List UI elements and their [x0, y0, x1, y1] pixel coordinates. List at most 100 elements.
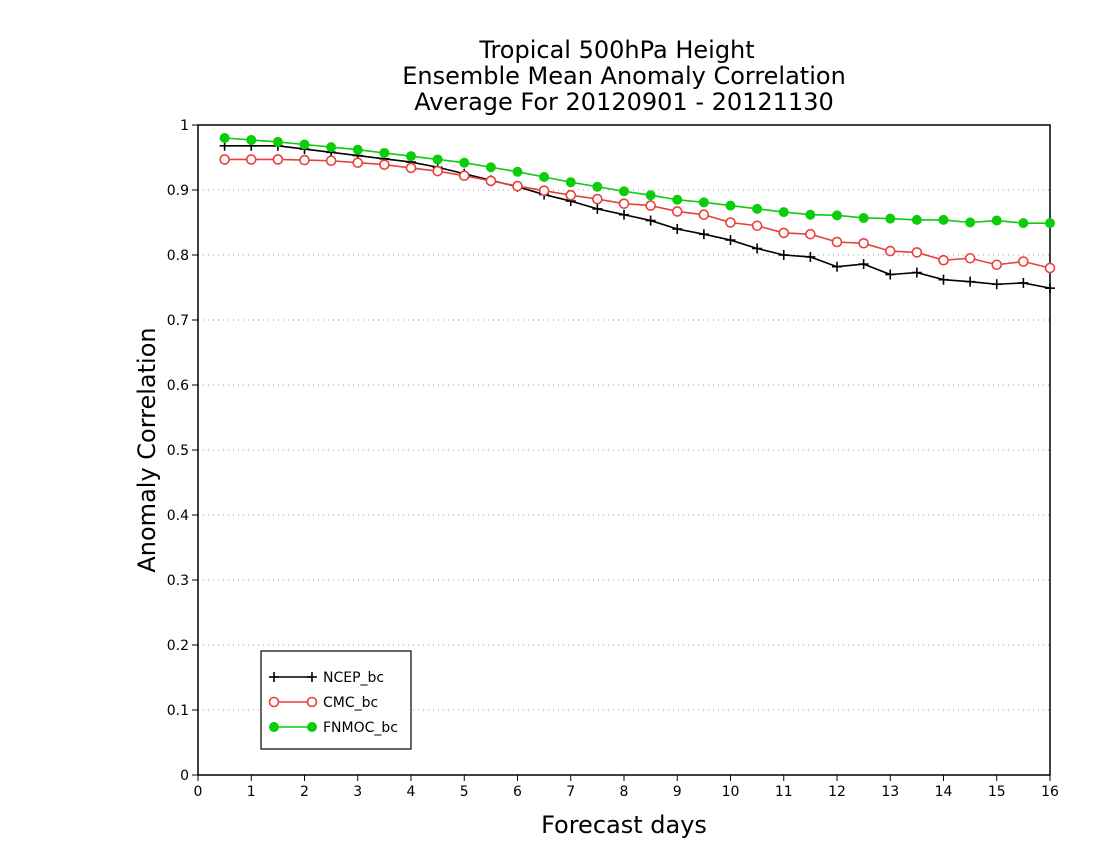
- x-tick-label-2: 2: [300, 784, 309, 800]
- data-point-CMC_bc-28: [964, 252, 976, 264]
- y-tick-label-9: 0.9: [167, 183, 189, 199]
- data-point-FNMOC_bc-7: [406, 151, 416, 162]
- x-tick-label-7: 7: [566, 784, 575, 800]
- data-point-FNMOC_bc-28: [965, 217, 976, 228]
- x-tick-label-8: 8: [620, 784, 629, 800]
- data-point-FNMOC_bc-29: [991, 215, 1002, 226]
- data-point-FNMOC_bc-1: [246, 134, 257, 145]
- legend-marker-right-NCEP_bc: [307, 672, 317, 682]
- data-point-CMC_bc-0: [219, 154, 230, 165]
- x-tick-label-1: 1: [247, 784, 256, 800]
- chart-title-line-1: Tropical 500hPa Height: [478, 36, 754, 64]
- legend-label-NCEP_bc: NCEP_bc: [323, 670, 384, 686]
- data-point-FNMOC_bc-14: [592, 181, 603, 192]
- data-series: [219, 133, 1056, 294]
- data-point-FNMOC_bc-4: [326, 142, 337, 153]
- data-point-FNMOC_bc-16: [645, 190, 656, 201]
- data-point-FNMOC_bc-18: [698, 197, 709, 208]
- series-line-CMC_bc: [224, 158, 1051, 269]
- data-point-FNMOC_bc-30: [1018, 218, 1029, 229]
- series-line-NCEP_bc: [224, 145, 1051, 289]
- data-point-CMC_bc-26: [911, 247, 923, 258]
- chart-title-line-2: Ensemble Mean Anomaly Correlation: [402, 62, 846, 90]
- data-point-NCEP_bc-14: [592, 203, 603, 214]
- x-tick-label-15: 15: [988, 784, 1006, 800]
- x-tick-label-5: 5: [460, 784, 469, 800]
- data-point-CMC_bc-14: [592, 193, 603, 205]
- data-point-CMC_bc-12: [538, 185, 550, 196]
- x-tick-label-6: 6: [513, 784, 522, 800]
- y-tick-label-3: 0.3: [167, 573, 189, 589]
- data-point-NCEP_bc-24: [858, 259, 869, 270]
- data-point-FNMOC_bc-11: [512, 166, 523, 177]
- data-point-CMC_bc-22: [805, 228, 816, 240]
- legend-label-CMC_bc: CMC_bc: [323, 695, 378, 711]
- data-point-CMC_bc-30: [1018, 256, 1029, 267]
- data-point-CMC_bc-18: [698, 209, 710, 220]
- legend-marker-right-FNMOC_bc: [307, 722, 317, 732]
- y-axis-title: Anomaly Correlation: [133, 327, 161, 572]
- data-point-FNMOC_bc-12: [539, 172, 550, 182]
- data-point-FNMOC_bc-3: [299, 139, 310, 150]
- data-point-FNMOC_bc-2: [272, 136, 283, 147]
- data-point-NCEP_bc-16: [645, 215, 656, 226]
- y-axis-ticks: 0 0.1 0.2 0.3 0.4 0.5 0.6 0.7 0.8 0.9 1: [167, 118, 198, 784]
- y-tick-label-8: 0.8: [167, 248, 189, 264]
- data-point-FNMOC_bc-21: [778, 207, 789, 218]
- data-point-CMC_bc-8: [432, 165, 443, 177]
- data-point-NCEP_bc-28: [965, 276, 976, 287]
- data-point-CMC_bc-4: [325, 155, 337, 167]
- x-tick-label-9: 9: [673, 784, 682, 800]
- data-point-CMC_bc-20: [751, 220, 763, 232]
- y-tick-label-4: 0.4: [167, 508, 189, 524]
- data-point-CMC_bc-27: [938, 254, 949, 266]
- legend-item-NCEP_bc: NCEP_bc: [269, 670, 384, 686]
- series-CMC_bc: [219, 154, 1056, 274]
- data-point-NCEP_bc-31: [1045, 283, 1055, 294]
- chart-title-line-3: Average For 20120901 - 20121130: [414, 88, 834, 116]
- data-point-FNMOC_bc-23: [832, 210, 842, 221]
- legend-label-FNMOC_bc: FNMOC_bc: [323, 720, 398, 736]
- data-point-NCEP_bc-18: [698, 229, 709, 240]
- data-point-CMC_bc-29: [991, 259, 1003, 271]
- data-point-FNMOC_bc-9: [459, 157, 470, 168]
- data-point-NCEP_bc-23: [832, 261, 842, 272]
- data-point-FNMOC_bc-20: [752, 203, 763, 214]
- data-point-CMC_bc-2: [272, 154, 284, 165]
- data-point-CMC_bc-25: [884, 245, 896, 257]
- data-point-CMC_bc-1: [245, 154, 257, 165]
- data-point-CMC_bc-9: [458, 170, 470, 181]
- y-tick-label-2: 0.2: [167, 638, 189, 654]
- data-point-NCEP_bc-19: [725, 235, 736, 246]
- legend-item-FNMOC_bc: FNMOC_bc: [269, 720, 398, 736]
- data-point-CMC_bc-3: [299, 154, 310, 166]
- data-point-NCEP_bc-22: [805, 251, 816, 262]
- x-tick-label-10: 10: [722, 784, 740, 800]
- data-point-NCEP_bc-15: [619, 209, 629, 220]
- data-point-NCEP_bc-21: [778, 250, 789, 260]
- data-point-NCEP_bc-29: [991, 279, 1002, 290]
- gridlines: [198, 189, 1050, 711]
- data-point-FNMOC_bc-27: [938, 214, 949, 225]
- data-point-FNMOC_bc-8: [432, 154, 443, 165]
- data-point-CMC_bc-10: [485, 175, 497, 187]
- x-tick-label-4: 4: [407, 784, 416, 800]
- x-tick-label-3: 3: [353, 784, 362, 800]
- data-point-CMC_bc-7: [405, 162, 417, 174]
- legend-marker-right-CMC_bc: [306, 696, 318, 708]
- data-point-FNMOC_bc-19: [725, 200, 736, 211]
- x-tick-label-16: 16: [1041, 784, 1059, 800]
- x-tick-label-11: 11: [775, 784, 793, 800]
- data-point-NCEP_bc-20: [752, 243, 763, 254]
- data-point-NCEP_bc-17: [672, 224, 683, 234]
- series-FNMOC_bc: [219, 133, 1055, 229]
- chart-title: Tropical 500hPa Height Ensemble Mean Ano…: [402, 36, 846, 116]
- legend-box: [260, 650, 412, 750]
- data-point-FNMOC_bc-10: [485, 162, 496, 173]
- series-NCEP_bc: [219, 140, 1055, 294]
- data-point-NCEP_bc-26: [911, 267, 922, 278]
- data-point-CMC_bc-24: [858, 238, 869, 249]
- data-point-CMC_bc-5: [352, 157, 364, 168]
- x-tick-label-14: 14: [935, 784, 953, 800]
